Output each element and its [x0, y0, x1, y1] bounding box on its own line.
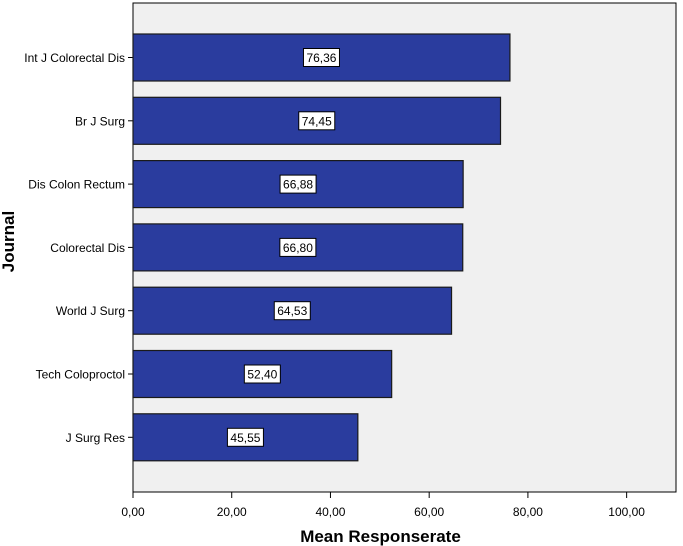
y-axis-title: Journal: [0, 211, 18, 272]
data-label: 76,36: [306, 51, 336, 65]
data-label-box: [298, 111, 336, 131]
data-label-box: [302, 48, 340, 67]
category-label: World J Surg: [56, 304, 125, 318]
x-tick-label: 60,00: [414, 505, 444, 519]
data-label-box: [273, 301, 311, 321]
data-label-box: [243, 364, 281, 384]
category-label: Int J Colorectal Dis: [24, 51, 125, 65]
data-label-box: [226, 427, 264, 447]
data-label: 64,53: [277, 304, 307, 318]
data-label-group: 76,36 74,45 66,88 66,80 64,53 52,40 45,55: [226, 48, 340, 447]
x-tick-group: 0,00 20,00 40,00 60,00 80,00 100,00: [121, 492, 645, 519]
category-label-group: Int J Colorectal Dis Br J Surg Dis Colon R…: [24, 51, 125, 445]
category-tick-group: [128, 57, 133, 438]
x-tick-label: 80,00: [513, 505, 543, 519]
x-axis-title: Mean Responserate: [300, 527, 461, 546]
x-tick-label: 20,00: [217, 505, 247, 519]
data-label: 74,45: [302, 114, 332, 128]
category-label: Dis Colon Rectum: [28, 178, 125, 192]
category-label: Br J Surg: [75, 114, 125, 128]
category-label: Tech Coloproctol: [36, 368, 125, 382]
data-label-box: [279, 237, 317, 257]
x-tick-label: 0,00: [121, 505, 145, 519]
x-tick-label: 100,00: [608, 505, 645, 519]
category-label: J Surg Res: [66, 431, 125, 445]
data-label: 45,55: [230, 431, 260, 445]
data-label: 52,40: [247, 368, 277, 382]
x-tick-label: 40,00: [315, 505, 345, 519]
data-label-box: [279, 174, 317, 194]
data-label: 66,88: [283, 178, 313, 192]
data-label: 66,80: [283, 241, 313, 255]
category-label: Colorectal Dis: [50, 241, 125, 255]
